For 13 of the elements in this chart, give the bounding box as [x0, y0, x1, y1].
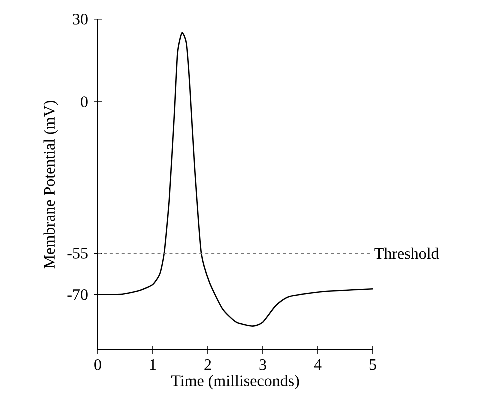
x-tick-label: 2: [204, 360, 212, 370]
x-axis-title: Time (milliseconds): [171, 375, 300, 390]
x-tick-label: 4: [314, 360, 322, 370]
x-tick-label: 3: [260, 360, 266, 370]
ref-line-label: Threshold: [374, 248, 440, 260]
x-tick-label: 1: [150, 360, 156, 370]
y-tick-label: -55: [68, 248, 88, 259]
y-tick-label: -70: [68, 290, 88, 300]
y-axis-title: Membrane Potential (mV): [44, 100, 58, 269]
x-tick-label: 5: [370, 360, 376, 370]
y-tick-label: 0: [81, 96, 88, 108]
y-tick-label: 30: [73, 14, 88, 25]
x-tick-label: 0: [94, 360, 102, 370]
